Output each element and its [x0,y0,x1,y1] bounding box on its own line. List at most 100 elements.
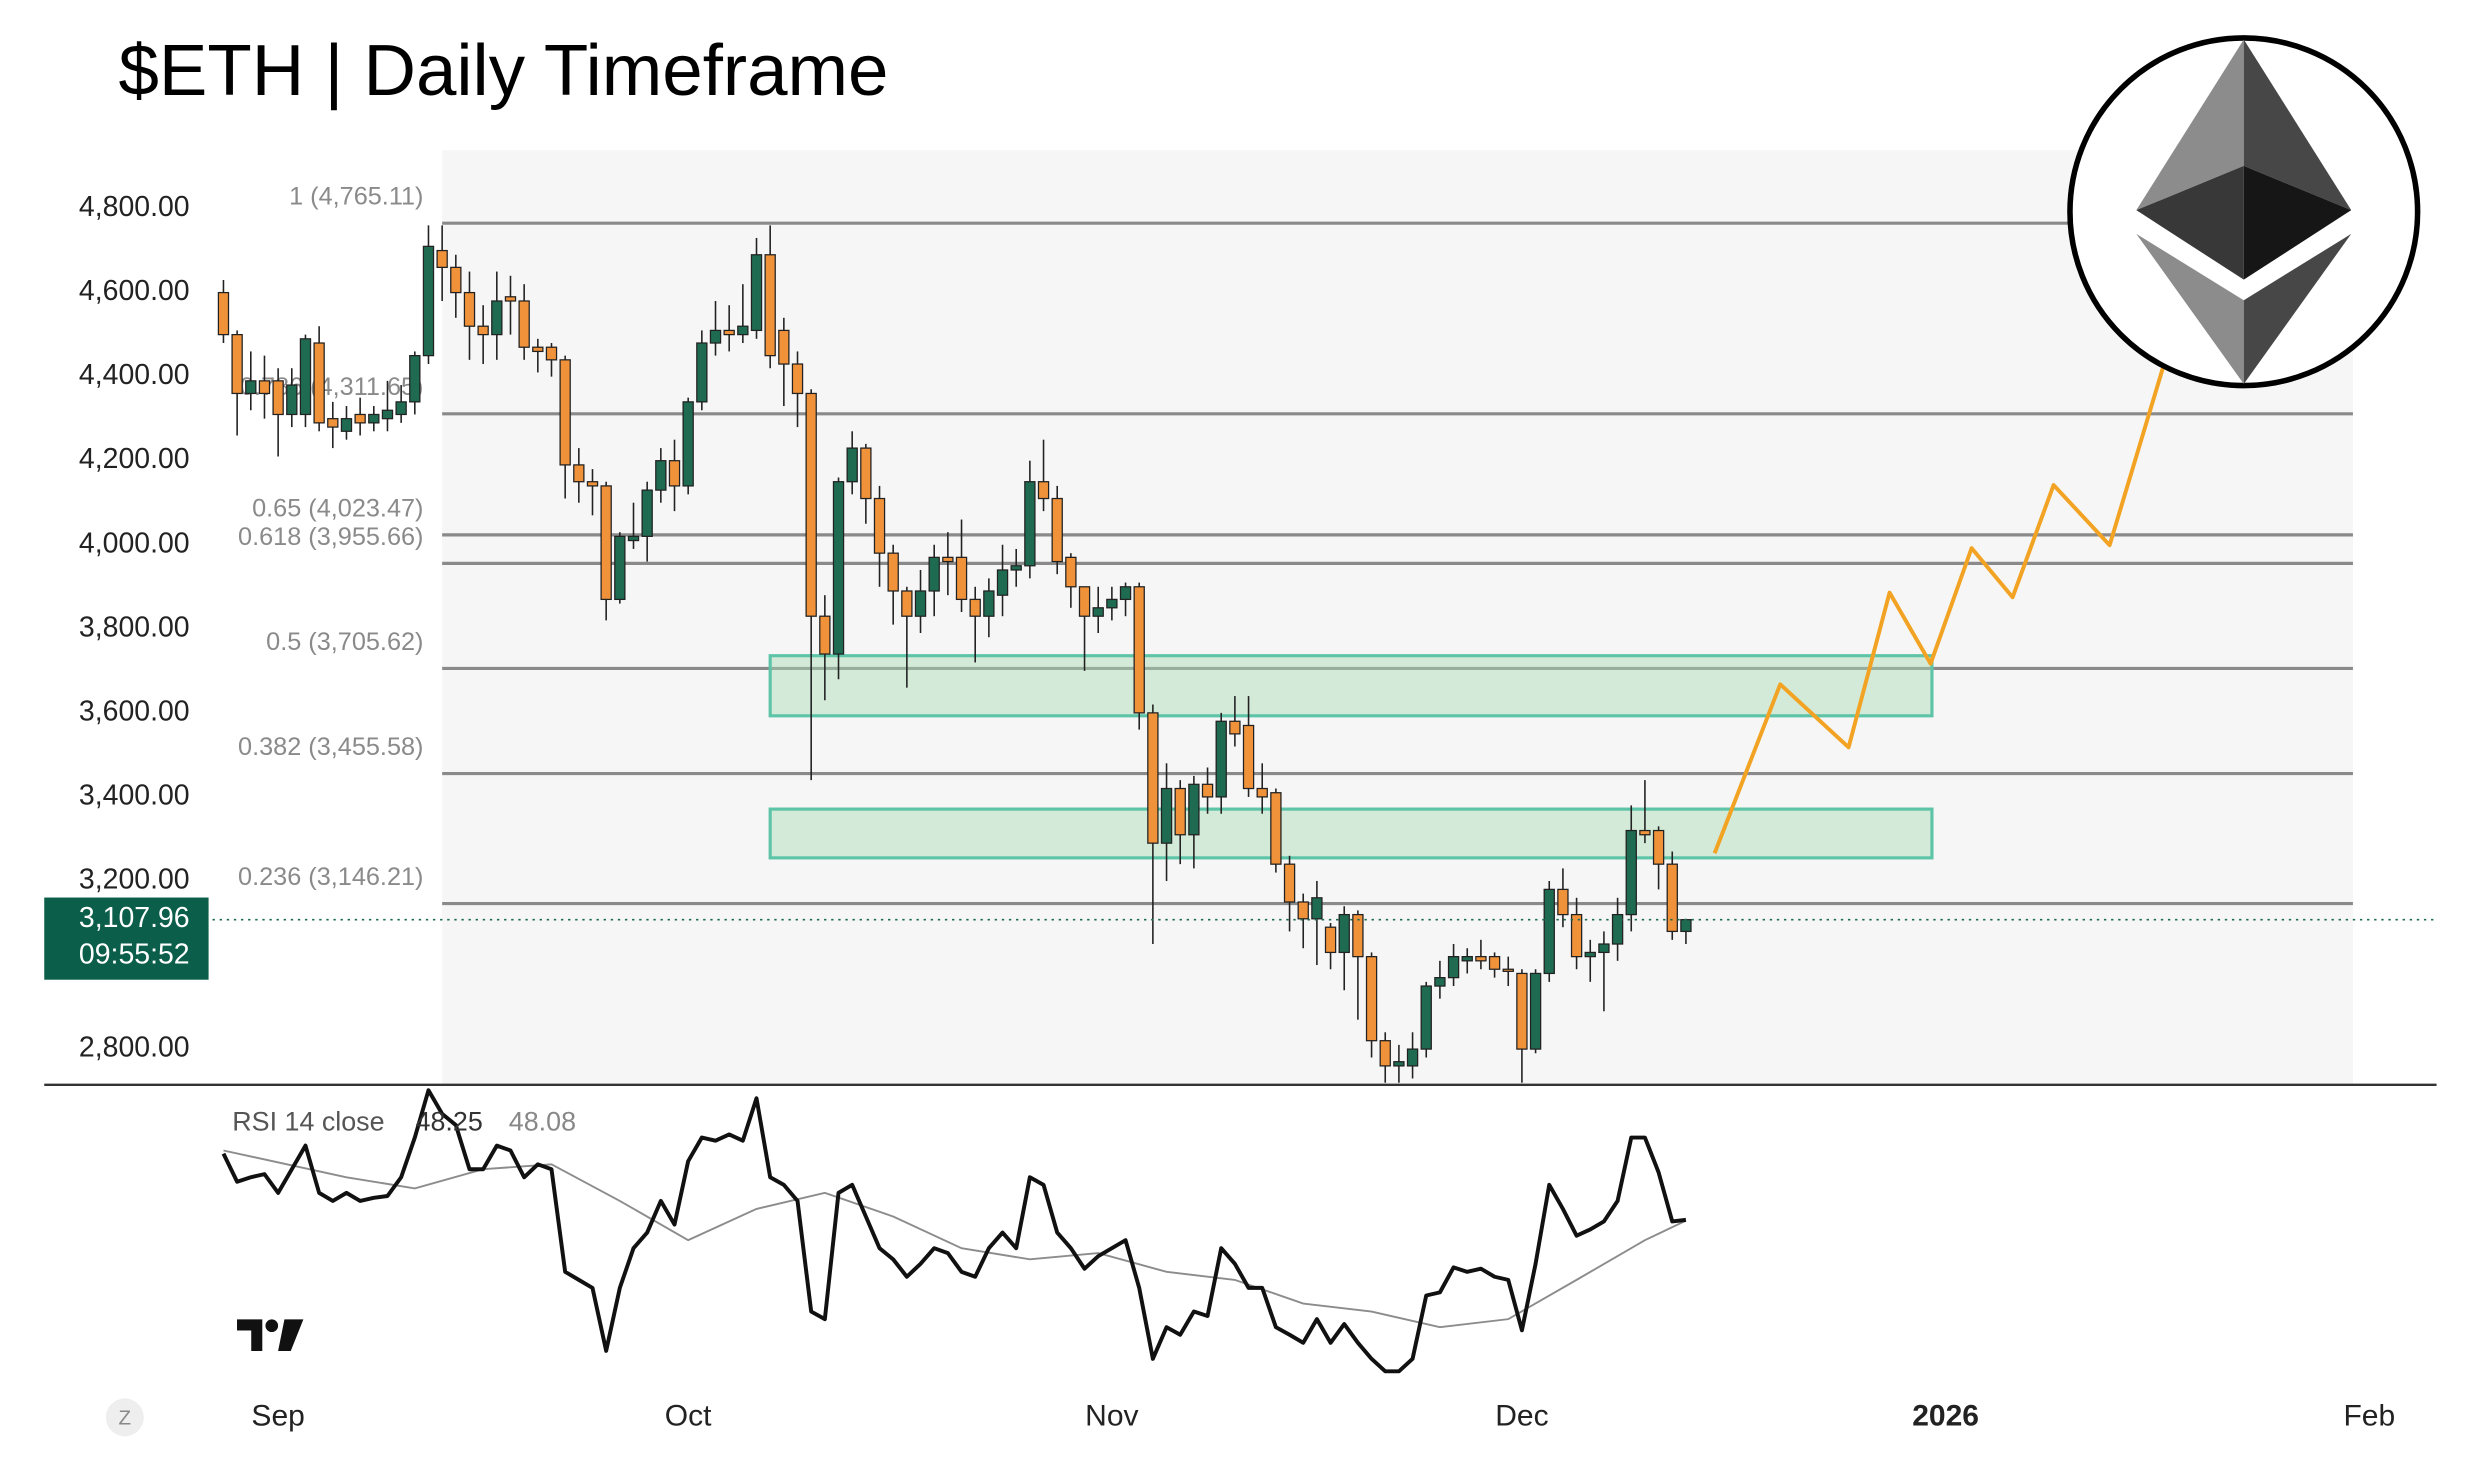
candle-body [1680,919,1692,933]
candle-body [286,384,298,416]
fib-level-label: 0.65 (4,023.47) [252,494,423,522]
logo-facet [2243,39,2352,211]
candle-body [368,413,380,424]
candle-body [1475,955,1487,962]
candle-body [887,552,899,592]
candle-body [1352,913,1364,958]
candle-body [791,363,804,395]
candle-body [873,497,886,554]
candle-body [354,413,366,424]
fib-level-label: 0.618 (3,955.66) [238,523,423,551]
candle-body [231,333,243,395]
eth-logo [2067,35,2421,389]
candle-body [1188,783,1200,836]
candle-body [559,359,571,466]
candle-body [313,342,325,424]
candle-body [299,338,312,416]
candle-body [1639,829,1651,836]
candle-body [1502,968,1514,972]
candle-body [805,392,817,617]
y-tick-label: 3,600.00 [79,695,190,727]
last-price-label: 3,107.96 [79,902,190,934]
candle-body [1106,598,1118,609]
candle-body [518,300,530,348]
candle-body [1488,955,1501,970]
x-tick-label: Sep [251,1399,304,1432]
fib-level-label: 0.786 (4,311.65) [240,373,424,401]
candle-body [409,354,421,403]
candle-body [381,409,394,420]
candle-body [1174,787,1186,836]
z-button-label[interactable]: Z [119,1406,132,1429]
rsi-value: 48.25 [416,1107,483,1137]
zone [768,654,1934,718]
y-tick-label: 3,200.00 [79,863,190,895]
candle-body [655,460,667,491]
rsi-ma-value: 48.08 [509,1107,576,1137]
candle-body [327,418,339,428]
candle-body [1516,972,1528,1050]
candle-body [819,615,831,655]
candle-body [1625,829,1637,916]
candle-body [641,489,653,537]
rsi-line [221,1088,1687,1374]
fib-level-label: 0.382 (3,455.58) [238,733,423,761]
candle-body [1201,783,1214,798]
candle-body [1393,1061,1405,1067]
tradingview-logo [237,1319,304,1352]
candle-body [832,481,845,655]
rsi-label: RSI 14 close [232,1107,384,1137]
candle-body [1338,913,1350,954]
y-tick-label: 4,400.00 [79,359,190,391]
candle-body [422,245,435,357]
candle-body [1311,897,1323,920]
candle-body [1666,863,1678,933]
candle-body [1078,586,1091,617]
candle-body [778,329,790,365]
candle-body [1557,888,1569,916]
candle-body [1010,565,1022,571]
y-tick-label: 4,200.00 [79,443,190,475]
candle-body [955,556,968,601]
fib-level-label: 1 (4,765.11) [289,183,423,211]
fib-level-label: 0.5 (3,705.62) [266,628,423,656]
candle-body [450,266,462,294]
candle-body [1447,955,1460,979]
candle-body [1147,712,1159,844]
candle-body [491,300,503,336]
z-button[interactable] [105,1398,144,1437]
candle-body [1065,556,1077,588]
zone [768,807,1934,860]
candle-body [1270,792,1282,865]
y-tick-label: 4,800.00 [79,191,190,223]
candle-body [901,590,913,617]
candle-body [737,325,749,336]
candle-body [668,460,681,487]
logo-part [265,1319,279,1333]
logo-facet [2243,165,2352,280]
overlay: Sep Oct Nov Dec 2026 Feb 3,107.96 09:55:52 RSI 1… [44,252,2438,1432]
logo-part [237,1319,263,1352]
candle-body [436,249,448,269]
candle-body [627,535,640,542]
countdown-label: 09:55:52 [79,939,190,971]
x-tick-label: Feb [2343,1399,2395,1432]
projection-line [1712,252,2198,854]
candle-body [477,325,489,336]
candle-body [750,254,763,332]
candle-body [969,598,981,617]
candle-body [614,535,626,601]
candle-body [1584,951,1596,958]
candle-body [1283,863,1296,903]
candle-body [532,346,544,353]
candle-body [1598,943,1610,954]
price-pane: 1 (4,765.11) 0.786 (4,311.65) 0.65 (4,023.… [79,150,2353,1084]
candle-body [1324,926,1337,954]
candle-body [573,464,585,483]
candle-body [983,590,995,617]
candle-body [1119,586,1132,601]
candle-body [1543,888,1555,975]
candle-body [545,346,558,361]
